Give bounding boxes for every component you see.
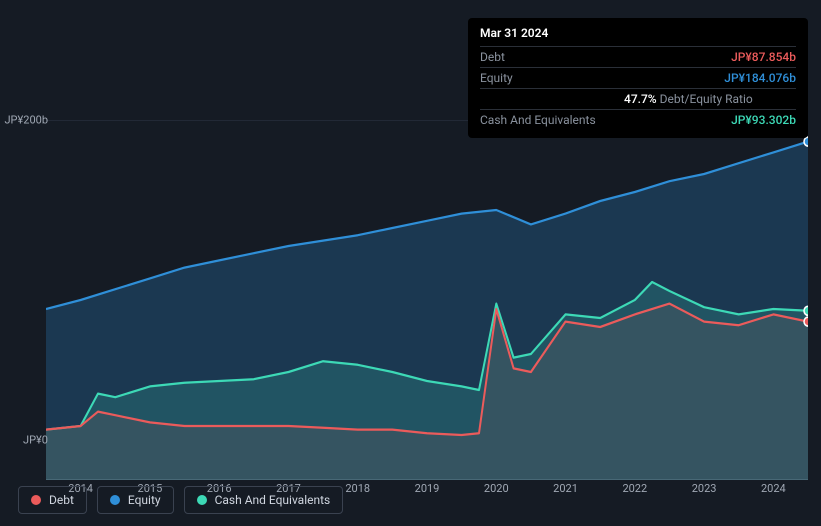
- y-tick-label: JP¥200b: [4, 114, 48, 127]
- plot-area: [46, 120, 808, 480]
- legend-label: Cash And Equivalents: [215, 493, 331, 507]
- chart-svg: [46, 120, 808, 480]
- tooltip-row-ratio: 47.7% Debt/Equity Ratio: [480, 88, 796, 109]
- legend-dot-icon: [197, 495, 207, 505]
- legend-label: Debt: [49, 493, 74, 507]
- x-tick-label: 2022: [622, 482, 647, 495]
- x-tick-label: 2018: [345, 482, 370, 495]
- x-tick-label: 2023: [692, 482, 717, 495]
- y-tick-label: JP¥0: [23, 434, 48, 447]
- x-tick-label: 2024: [761, 482, 786, 495]
- chart: JP¥0JP¥200b 2014201520162017201820192020…: [18, 120, 808, 480]
- legend-dot-icon: [110, 495, 120, 505]
- chart-tooltip: Mar 31 2024DebtJP¥87.854bEquityJP¥184.07…: [468, 18, 808, 138]
- legend: Debt Equity Cash And Equivalents: [18, 486, 343, 514]
- legend-label: Equity: [128, 493, 161, 507]
- legend-item-debt[interactable]: Debt: [18, 486, 87, 514]
- legend-dot-icon: [31, 495, 41, 505]
- x-tick-label: 2021: [553, 482, 578, 495]
- tooltip-row: EquityJP¥184.076b: [480, 67, 796, 88]
- tooltip-row: DebtJP¥87.854b: [480, 46, 796, 67]
- legend-item-equity[interactable]: Equity: [97, 486, 174, 514]
- tooltip-date: Mar 31 2024: [480, 26, 796, 46]
- tooltip-row: Cash And EquivalentsJP¥93.302b: [480, 109, 796, 130]
- legend-item-cash-and-equivalents[interactable]: Cash And Equivalents: [184, 486, 344, 514]
- x-tick-label: 2019: [415, 482, 440, 495]
- x-tick-label: 2020: [484, 482, 509, 495]
